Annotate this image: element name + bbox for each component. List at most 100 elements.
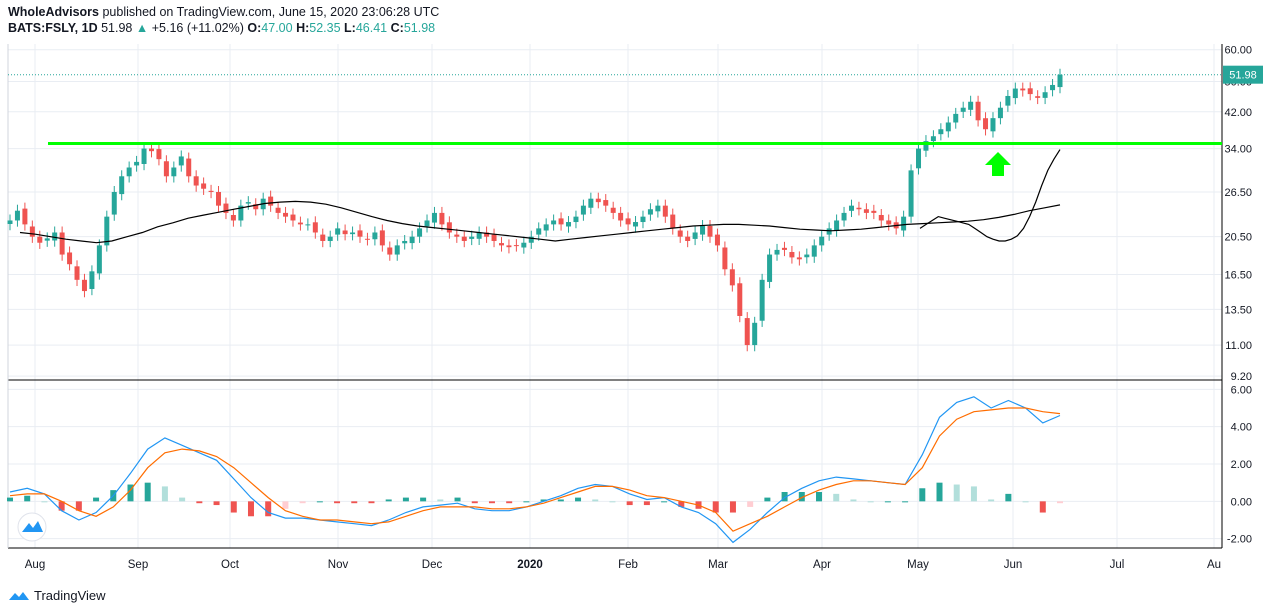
price-tick-label: 16.50: [1224, 269, 1252, 281]
macd-histogram-bar: [988, 499, 995, 502]
up-arrow-icon: ▲: [135, 21, 149, 35]
candle-body: [476, 232, 482, 239]
candle-body: [744, 318, 750, 346]
candle-body: [856, 207, 862, 210]
candle-body: [610, 207, 616, 213]
candle-body: [14, 210, 20, 221]
candle-body: [878, 215, 884, 221]
candle-body: [171, 167, 177, 177]
candle-body: [178, 156, 184, 166]
candle-body: [350, 232, 356, 235]
candle-body: [826, 228, 832, 235]
candle-body: [774, 249, 780, 255]
macd-histogram-bar: [334, 501, 341, 504]
candle-body: [737, 283, 743, 316]
close-label: C:: [390, 21, 404, 35]
macd-histogram-bar: [661, 501, 668, 503]
macd-histogram-bar: [833, 493, 840, 502]
candle-body: [208, 190, 214, 192]
time-tick-label: 2020: [517, 559, 543, 571]
candle-body: [484, 232, 490, 237]
candle-body: [7, 220, 13, 224]
macd-histogram-bar: [213, 501, 220, 506]
macd-histogram-bar: [1005, 493, 1012, 502]
macd-tick-label: 4.00: [1231, 422, 1252, 434]
candle-body: [44, 238, 50, 241]
macd-histogram-bar: [902, 501, 909, 503]
candle-body: [983, 118, 989, 130]
time-tick-label: Oct: [221, 559, 240, 571]
candle-body: [625, 218, 631, 225]
macd-histogram-bar: [1022, 501, 1029, 503]
tradingview-brand[interactable]: TradingView: [34, 588, 106, 603]
ohlc-line: BATS:FSLY, 1D 51.98 ▲ +5.16 (+11.02%) O:…: [8, 20, 439, 36]
macd-histogram-bar: [592, 499, 599, 502]
publish-line: WholeAdvisors published on TradingView.c…: [8, 4, 439, 20]
macd-histogram-bar: [385, 499, 392, 502]
candle-body: [357, 230, 363, 237]
tradingview-logo-icon: [9, 591, 29, 600]
macd-histogram-bar: [179, 497, 186, 502]
candle-body: [275, 207, 281, 213]
candle-body: [148, 148, 154, 152]
macd-tick-label: 0.00: [1231, 496, 1252, 508]
plot-background: [0, 44, 1274, 548]
macd-histogram-bar: [282, 501, 289, 509]
macd-histogram-bar: [729, 501, 736, 513]
macd-histogram-bar: [712, 501, 719, 513]
candle-body: [968, 101, 974, 110]
candle-body: [536, 228, 542, 235]
candle-body: [89, 271, 95, 289]
candle-body: [245, 202, 251, 204]
macd-histogram-bar: [127, 484, 134, 502]
author-name[interactable]: WholeAdvisors: [8, 5, 99, 19]
candle-body: [506, 245, 512, 248]
candle-body: [446, 222, 452, 233]
candle-body: [52, 232, 58, 241]
candle-body: [633, 222, 639, 227]
candle-body: [364, 238, 370, 240]
macd-histogram-bar: [7, 497, 13, 502]
macd-histogram-bar: [970, 486, 977, 502]
candle-body: [238, 205, 244, 221]
macd-histogram-bar: [75, 501, 82, 511]
candle-body: [513, 245, 519, 247]
candle-body: [402, 240, 408, 244]
candle-body: [1050, 84, 1056, 91]
macd-tick-label: 6.00: [1231, 384, 1252, 396]
last-price-badge: [1223, 65, 1263, 84]
macd-histogram-bar: [471, 501, 478, 504]
price-tick-label: 42.00: [1224, 107, 1252, 119]
low-value: 46.41: [355, 21, 388, 35]
price-tick-label: 20.50: [1224, 232, 1252, 244]
candle-body: [521, 242, 527, 248]
candle-body: [863, 209, 869, 213]
candle-body: [551, 220, 557, 225]
candle-body: [767, 254, 773, 282]
candle-body: [923, 141, 929, 151]
candle-body: [469, 236, 475, 239]
macd-histogram-bar: [265, 501, 272, 517]
candle-body: [335, 228, 341, 235]
candle-body: [692, 232, 698, 239]
candle-body: [417, 228, 423, 237]
candle-body: [163, 161, 169, 177]
candle-body: [700, 225, 706, 235]
low-label: L:: [344, 21, 356, 35]
candle-body: [916, 148, 922, 169]
candle-body: [320, 234, 326, 241]
macd-histogram-bar: [523, 501, 530, 503]
candle-body: [141, 148, 147, 164]
macd-histogram-bar: [1039, 501, 1046, 513]
candle-body: [223, 203, 229, 213]
price-change: +5.16 (+11.02%): [151, 21, 244, 35]
price-tick-label: 34.00: [1224, 144, 1252, 156]
candle-body: [618, 212, 624, 221]
macd-histogram-bar: [781, 492, 788, 502]
time-tick-label: Aug: [25, 559, 45, 571]
price-tick-label: 13.50: [1224, 304, 1252, 316]
macd-histogram-bar: [144, 482, 151, 502]
symbol-label[interactable]: BATS:FSLY, 1D: [8, 21, 98, 35]
macd-histogram-bar: [609, 501, 616, 503]
